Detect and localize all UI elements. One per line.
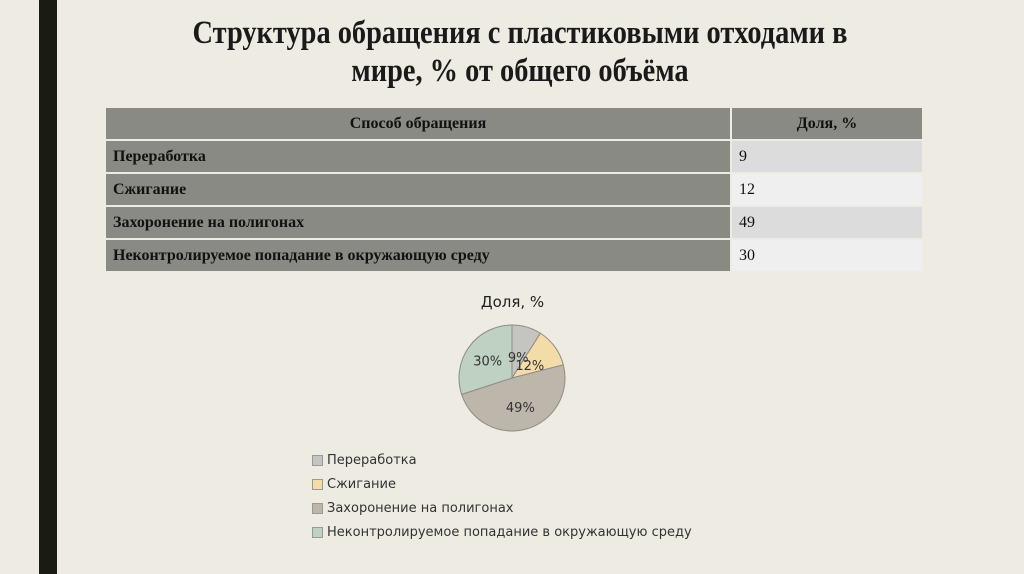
header-method: Способ обращения [104,106,732,141]
accent-bar [39,0,57,574]
chart-legend: Переработка Сжигание Захоронение на поли… [312,448,692,544]
pie-slice [460,364,566,432]
row-name: Сжигание [104,172,732,207]
legend-swatch [312,478,323,490]
legend-label: Неконтролируемое попадание в окружающую … [327,524,692,540]
header-share: Доля, % [730,106,924,141]
row-value: 49 [730,205,924,240]
table-row: Сжигание 12 [104,172,924,207]
legend-item: Неконтролируемое попадание в окружающую … [312,520,692,544]
legend-swatch [312,502,323,514]
legend-label: Сжигание [327,476,396,492]
row-name: Переработка [104,139,732,174]
table-row: Захоронение на полигонах 49 [104,205,924,240]
pie-label: 9% [508,351,529,366]
legend-swatch [312,454,323,466]
legend-label: Переработка [327,452,417,468]
legend-item: Переработка [312,448,692,472]
legend-label: Захоронение на полигонах [327,500,514,516]
slide-title: Структура обращения с пластиковыми отход… [192,15,848,89]
pie-label: 12% [515,359,544,374]
row-value: 30 [730,238,924,273]
data-table: Способ обращения Доля, % Переработка 9 С… [104,106,924,273]
pie-label: 30% [473,354,502,369]
table-row: Переработка 9 [104,139,924,174]
row-name: Неконтролируемое попадание в окружающую … [104,238,732,273]
table-header-row: Способ обращения Доля, % [104,106,924,141]
legend-swatch [312,526,323,538]
chart-title: Доля, % [480,293,545,311]
pie-slice [458,324,513,396]
legend-item: Захоронение на полигонах [312,496,692,520]
pie-chart: 9%12% 49% 30% [458,324,566,432]
row-value: 12 [730,172,924,207]
row-name: Захоронение на полигонах [104,205,732,240]
row-value: 9 [730,139,924,174]
pie-label: 49% [506,401,535,416]
legend-item: Сжигание [312,472,692,496]
table-row: Неконтролируемое попадание в окружающую … [104,238,924,273]
